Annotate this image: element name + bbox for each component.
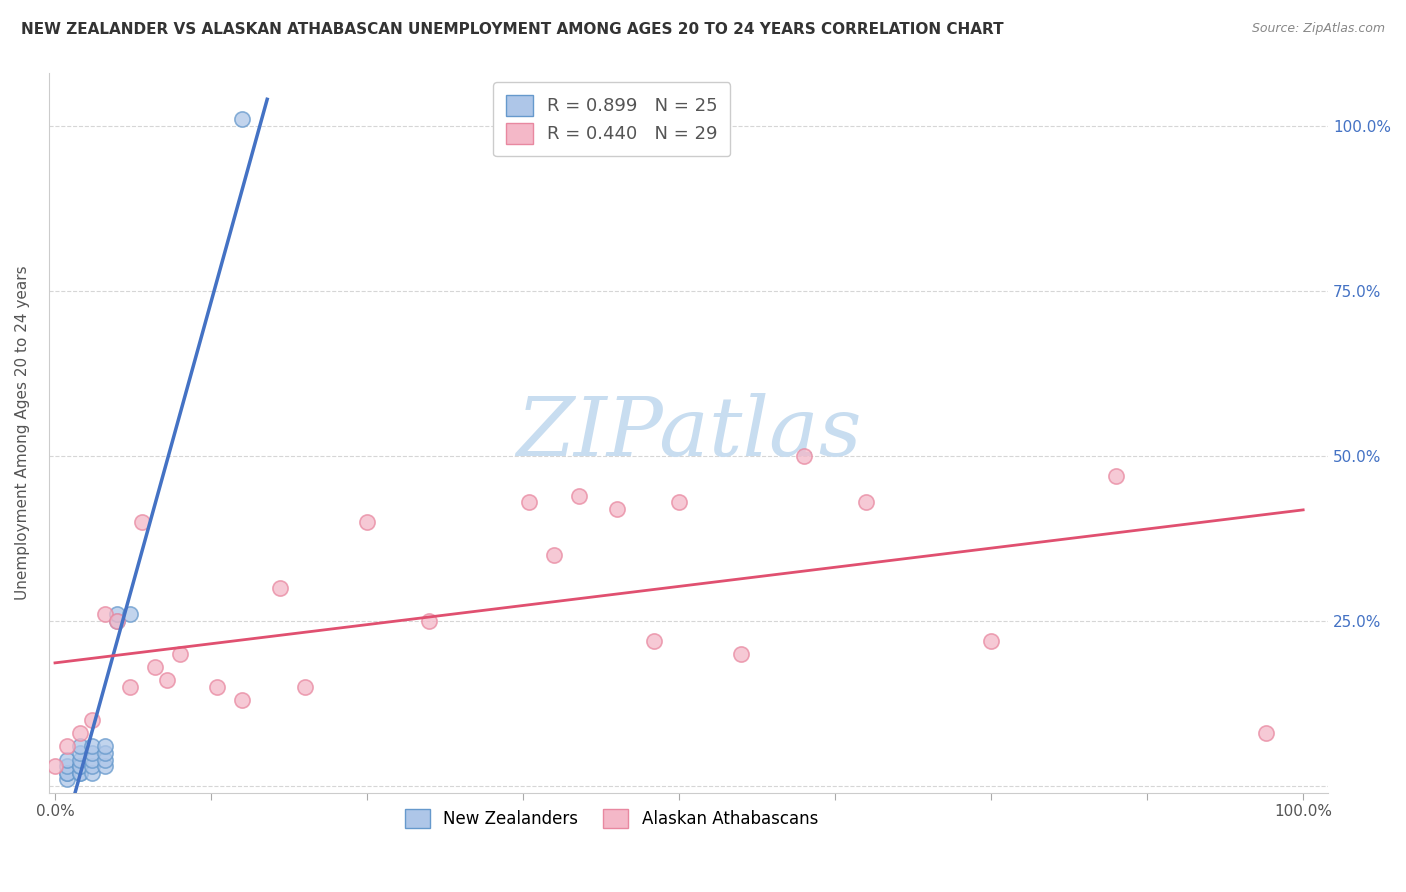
Point [69, 739, 91, 754]
Point [668, 495, 690, 509]
Point [568, 489, 591, 503]
Point [231, 112, 253, 127]
Point [793, 449, 815, 463]
Point [69, 726, 91, 740]
Point [418, 614, 440, 628]
Point [82, 765, 104, 780]
Text: Source: ZipAtlas.com: Source: ZipAtlas.com [1251, 22, 1385, 36]
Point [94, 607, 117, 622]
Point [207, 680, 229, 694]
Point [56, 739, 79, 754]
Point [82, 759, 104, 773]
Point [94, 753, 117, 767]
Y-axis label: Unemployment Among Ages 20 to 24 years: Unemployment Among Ages 20 to 24 years [15, 266, 30, 600]
Point [131, 515, 153, 529]
Point [543, 548, 565, 562]
Point [69, 746, 91, 760]
Point [269, 581, 291, 595]
Point [118, 680, 141, 694]
Legend: New Zealanders, Alaskan Athabascans: New Zealanders, Alaskan Athabascans [398, 802, 825, 835]
Point [643, 633, 665, 648]
Point [56, 772, 79, 787]
Point [69, 759, 91, 773]
Point [105, 614, 128, 628]
Point [294, 680, 316, 694]
Point [56, 765, 79, 780]
Point [606, 501, 628, 516]
Point [56, 753, 79, 767]
Point [82, 746, 104, 760]
Point [69, 759, 91, 773]
Point [1254, 726, 1277, 740]
Point [82, 753, 104, 767]
Point [56, 759, 79, 773]
Point [94, 759, 117, 773]
Text: NEW ZEALANDER VS ALASKAN ATHABASCAN UNEMPLOYMENT AMONG AGES 20 TO 24 YEARS CORRE: NEW ZEALANDER VS ALASKAN ATHABASCAN UNEM… [21, 22, 1004, 37]
Point [980, 633, 1002, 648]
Point [105, 607, 128, 622]
Point [44, 759, 66, 773]
Point [356, 515, 378, 529]
Point [94, 739, 117, 754]
Point [730, 647, 752, 661]
Point [143, 660, 166, 674]
Point [69, 765, 91, 780]
Point [231, 693, 253, 707]
Point [169, 647, 191, 661]
Point [855, 495, 877, 509]
Point [118, 607, 141, 622]
Point [94, 746, 117, 760]
Point [69, 753, 91, 767]
Point [82, 739, 104, 754]
Text: ZIPatlas: ZIPatlas [516, 392, 862, 473]
Point [156, 673, 179, 688]
Point [105, 614, 128, 628]
Point [56, 765, 79, 780]
Point [69, 765, 91, 780]
Point [82, 713, 104, 727]
Point [1105, 468, 1128, 483]
Point [517, 495, 540, 509]
